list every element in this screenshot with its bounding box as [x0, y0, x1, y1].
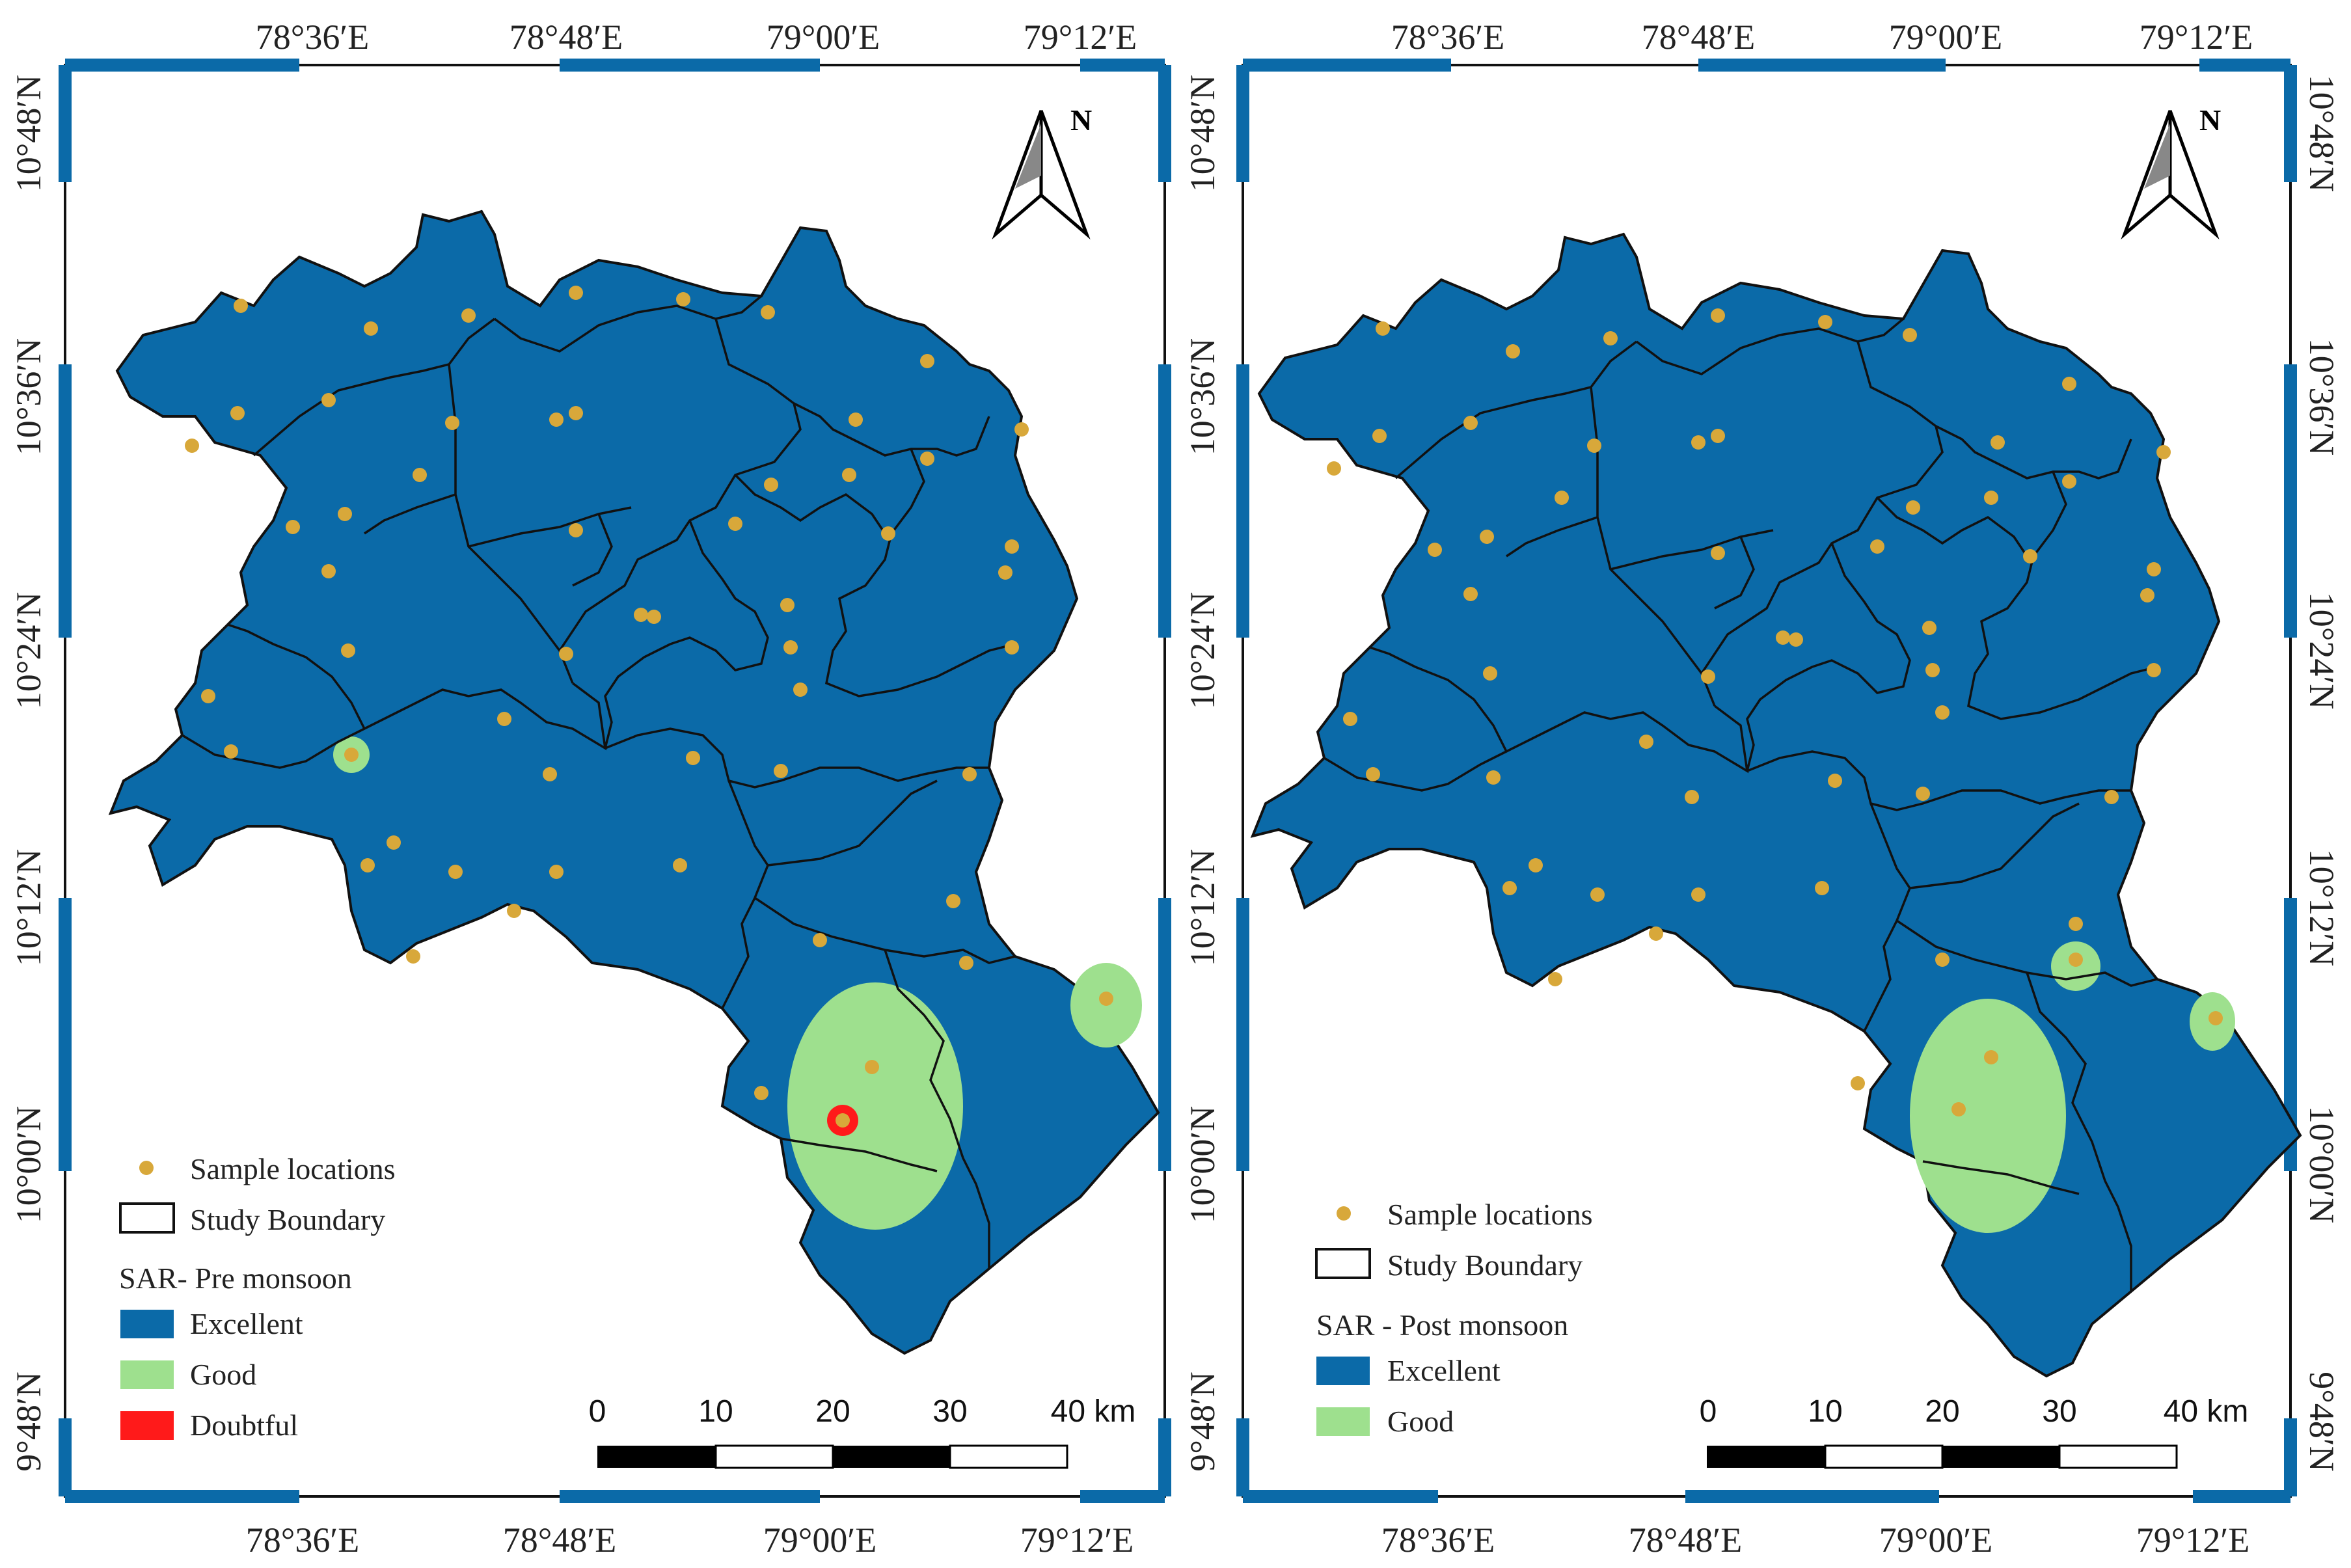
legend-class-label: Excellent — [1387, 1354, 1501, 1387]
sample-legend-icon — [139, 1161, 154, 1175]
lat-labels-middle: 10°48′N 10°36′N 10°24′N 10°12′N 10°00′N … — [1183, 75, 1222, 1472]
lat-label: 10°36′N — [2302, 338, 2341, 455]
study-area-right — [1251, 233, 2302, 1377]
scale-bar-right: 0 10 20 30 40 km — [1700, 1394, 2249, 1469]
boundary-legend-icon — [1315, 1248, 1371, 1279]
scale-label: 0 — [1700, 1394, 1717, 1429]
scale-label: 20 — [815, 1394, 850, 1429]
lon-label: 79°00′E — [763, 1521, 877, 1560]
legend-sample-label: Sample locations — [1387, 1198, 1593, 1231]
lat-label: 10°24′N — [1183, 592, 1222, 709]
lat-label: 9°48′N — [2302, 1372, 2341, 1471]
lat-label: 10°48′N — [9, 75, 48, 192]
north-label: N — [1070, 103, 1092, 137]
boundary-legend-icon — [119, 1202, 175, 1234]
lat-label: 10°00′N — [1183, 1106, 1222, 1223]
frame-bars — [1236, 59, 2297, 1503]
lon-label: 79°00′E — [767, 18, 880, 57]
legend-class-label: Good — [1387, 1405, 1454, 1438]
scale-end-label: 40 km — [1051, 1394, 1136, 1429]
lat-label: 10°12′N — [2302, 849, 2341, 966]
legend-swatch-doubtful — [120, 1411, 174, 1440]
lon-label: 78°36′E — [1381, 1521, 1495, 1560]
legend-sample-label: Sample locations — [190, 1152, 396, 1185]
sample-legend-icon — [1337, 1206, 1351, 1221]
good-zone — [1910, 999, 2066, 1233]
lon-label: 79°00′E — [1879, 1521, 1992, 1560]
scale-label: 30 — [2042, 1394, 2076, 1429]
lon-label: 78°36′E — [246, 1521, 359, 1560]
legend-swatch-good — [120, 1360, 174, 1389]
north-arrow: N — [992, 103, 1092, 240]
scale-label: 0 — [589, 1394, 606, 1429]
legend-title: SAR - Post monsoon — [1316, 1308, 1568, 1342]
lon-label: 78°48′E — [1642, 18, 1755, 57]
scale-end-label: 40 km — [2164, 1394, 2249, 1429]
lat-label: 10°36′N — [9, 338, 48, 455]
lon-label: 79°00′E — [1889, 18, 2002, 57]
legend-swatch-good — [1316, 1407, 1370, 1436]
lon-label: 79°12′E — [2140, 18, 2253, 57]
sample-points — [185, 286, 1113, 1100]
sample-point — [836, 1113, 850, 1128]
lat-label: 9°48′N — [9, 1372, 48, 1471]
lat-label: 10°00′N — [2302, 1106, 2341, 1223]
lon-label: 79°12′E — [2136, 1521, 2249, 1560]
lon-labels-right-top: 78°36′E 78°48′E 79°00′E 79°12′E — [1391, 18, 2253, 57]
good-zone — [787, 982, 963, 1230]
legend-title: SAR- Pre monsoon — [119, 1262, 352, 1295]
sample-points — [1327, 308, 2223, 1116]
lon-label: 78°48′E — [1629, 1521, 1742, 1560]
legend-swatch-excellent — [120, 1310, 174, 1338]
scale-bar-left: 0 10 20 30 40 km — [589, 1394, 1136, 1469]
lon-label: 78°36′E — [1391, 18, 1504, 57]
north-label: N — [2199, 103, 2221, 137]
north-arrow: N — [2121, 103, 2221, 240]
lon-labels-right-bottom: 78°36′E 78°48′E 79°00′E 79°12′E — [1381, 1521, 2249, 1560]
legend-right: Sample locations Study Boundary SAR - Po… — [1315, 1198, 1593, 1438]
lon-label: 78°48′E — [503, 1521, 616, 1560]
lat-label: 10°12′N — [9, 849, 48, 966]
study-area-left — [109, 210, 1160, 1355]
lat-label: 10°00′N — [9, 1106, 48, 1223]
lon-label: 78°48′E — [510, 18, 623, 57]
lat-label: 10°36′N — [1183, 338, 1222, 455]
lon-label: 79°12′E — [1020, 1521, 1134, 1560]
lon-label: 79°12′E — [1024, 18, 1137, 57]
lat-labels-left-outer: 10°48′N 10°36′N 10°24′N 10°12′N 10°00′N … — [9, 75, 48, 1472]
lon-labels-left-top: 78°36′E 78°48′E 79°00′E 79°12′E — [256, 18, 1137, 57]
lon-label: 78°36′E — [256, 18, 369, 57]
lat-labels-right-outer: 10°48′N 10°36′N 10°24′N 10°12′N 10°00′N … — [2302, 75, 2341, 1472]
scale-label: 10 — [1808, 1394, 1842, 1429]
scale-label: 10 — [698, 1394, 733, 1429]
lat-label: 9°48′N — [1183, 1372, 1222, 1471]
scale-label: 30 — [932, 1394, 967, 1429]
lat-label: 10°24′N — [2302, 592, 2341, 709]
lat-label: 10°24′N — [9, 592, 48, 709]
lat-label: 10°12′N — [1183, 849, 1222, 966]
frame-bars — [59, 59, 1171, 1503]
lat-label: 10°48′N — [1183, 75, 1222, 192]
scale-label: 20 — [1925, 1394, 1959, 1429]
legend-left: Sample locations Study Boundary SAR- Pre… — [119, 1152, 396, 1442]
lat-label: 10°48′N — [2302, 75, 2341, 192]
legend-class-label: Good — [190, 1358, 256, 1391]
legend-class-label: Excellent — [190, 1307, 303, 1340]
legend-boundary-label: Study Boundary — [1387, 1249, 1583, 1282]
lon-labels-left-bottom: 78°36′E 78°48′E 79°00′E 79°12′E — [246, 1521, 1134, 1560]
legend-boundary-label: Study Boundary — [190, 1203, 385, 1236]
legend-swatch-excellent — [1316, 1357, 1370, 1385]
legend-class-label: Doubtful — [190, 1409, 298, 1442]
